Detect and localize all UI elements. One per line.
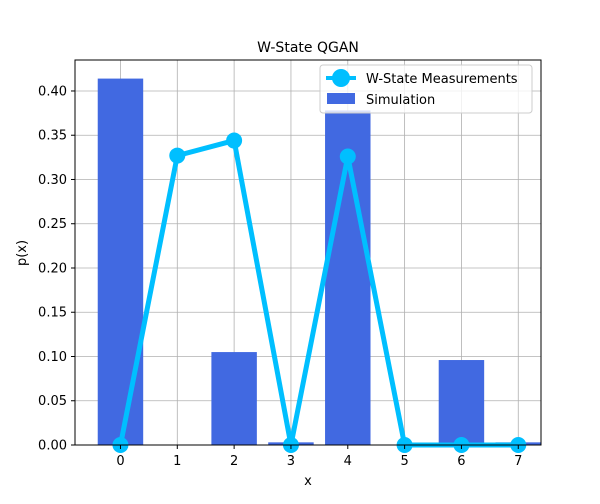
y-tick-label: 0.40 bbox=[38, 84, 67, 99]
y-tick-label: 0.00 bbox=[38, 439, 67, 454]
legend-label-measurements: W-State Measurements bbox=[366, 72, 518, 87]
bar bbox=[438, 360, 485, 445]
x-axis-label: x bbox=[304, 474, 312, 489]
data-point bbox=[339, 148, 356, 165]
x-axis-ticks: 0 1 2 3 4 5 6 7 bbox=[116, 445, 522, 469]
x-tick-label: 0 bbox=[116, 454, 124, 469]
y-tick-label: 0.05 bbox=[38, 394, 67, 409]
x-tick-label: 5 bbox=[400, 454, 408, 469]
y-tick-label: 0.10 bbox=[38, 350, 67, 365]
grid bbox=[75, 60, 541, 446]
chart-title: W-State QGAN bbox=[257, 40, 359, 56]
legend: W-State Measurements Simulation bbox=[319, 64, 533, 114]
legend-marker-swatch bbox=[332, 69, 350, 87]
y-tick-label: 0.30 bbox=[38, 173, 67, 188]
legend-frame bbox=[319, 64, 533, 114]
x-tick-label: 4 bbox=[344, 454, 352, 469]
bar bbox=[97, 78, 144, 445]
x-tick-label: 7 bbox=[514, 454, 522, 469]
y-tick-label: 0.35 bbox=[38, 129, 67, 144]
x-tick-label: 6 bbox=[457, 454, 465, 469]
legend-bar-swatch bbox=[327, 93, 355, 104]
y-tick-label: 0.20 bbox=[38, 261, 67, 276]
x-tick-label: 3 bbox=[287, 454, 295, 469]
bar-series bbox=[97, 78, 541, 445]
y-axis-ticks: 0.00 0.05 0.10 0.15 0.20 0.25 0.30 0.35 0.40 bbox=[38, 84, 75, 454]
legend-label-simulation: Simulation bbox=[366, 93, 435, 108]
x-tick-label: 1 bbox=[173, 454, 181, 469]
y-axis-label: p(x) bbox=[15, 240, 30, 266]
data-point bbox=[226, 132, 243, 149]
x-tick-label: 2 bbox=[230, 454, 238, 469]
y-tick-label: 0.15 bbox=[38, 306, 67, 321]
plot-frame bbox=[74, 59, 542, 446]
y-tick-label: 0.25 bbox=[38, 217, 67, 232]
data-point bbox=[169, 147, 186, 164]
bar bbox=[211, 352, 257, 445]
